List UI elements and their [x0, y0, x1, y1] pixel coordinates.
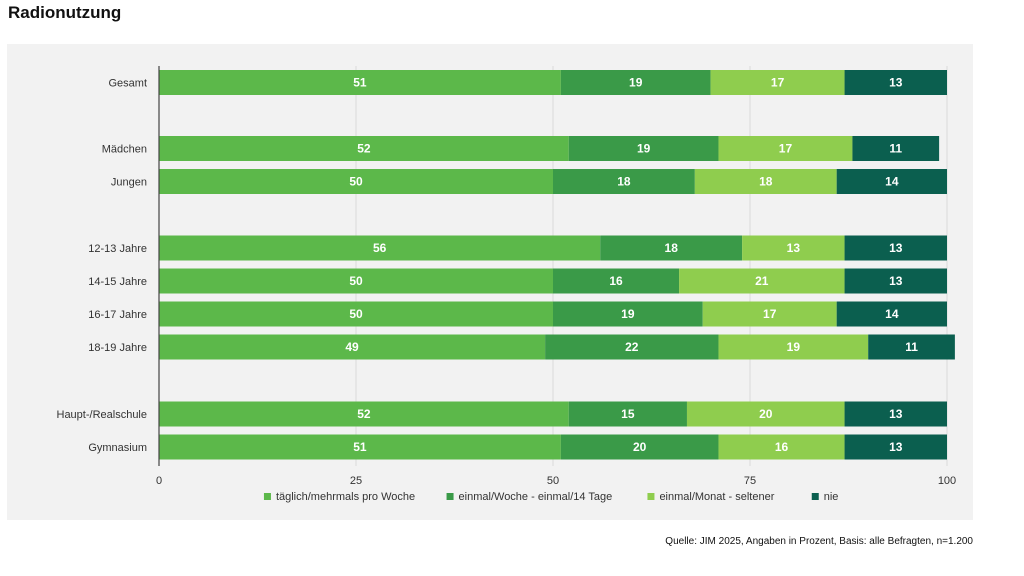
bar-value-label: 22 — [625, 340, 639, 354]
bar-6-2 — [718, 334, 869, 360]
bar-6-1 — [545, 334, 719, 360]
bar-0-0 — [159, 70, 561, 95]
bar-8-2 — [718, 434, 845, 460]
x-tick-label: 50 — [547, 475, 559, 487]
bar-value-label: 13 — [889, 241, 903, 255]
bar-1-3 — [852, 136, 940, 161]
bar-value-label: 19 — [637, 142, 651, 156]
bar-3-2 — [742, 235, 845, 261]
bar-value-label: 11 — [889, 142, 902, 156]
bar-2-0 — [159, 169, 553, 194]
bar-value-label: 18 — [759, 175, 773, 189]
chart-panel: 51 19 17 13 Gesamt 52 19 17 11 Mädchen 50 18 18 14 Jun… — [7, 44, 973, 520]
bar-0-2 — [710, 70, 845, 95]
bar-value-label: 14 — [885, 175, 899, 189]
bar-value-label: 13 — [889, 274, 903, 288]
bar-1-0 — [159, 136, 569, 161]
legend-label-1: einmal/Woche - einmal/14 Tage — [459, 491, 613, 503]
bar-7-3 — [844, 401, 947, 427]
bar-0-3 — [844, 70, 947, 95]
category-label: Mädchen — [102, 144, 147, 156]
legend-label-2: einmal/Monat - seltener — [659, 491, 774, 503]
legend-swatch-1 — [446, 493, 454, 500]
legend-label-3: nie — [824, 491, 839, 503]
bar-value-label: 19 — [621, 307, 635, 321]
bar-value-label: 19 — [787, 340, 801, 354]
bar-1-1 — [568, 136, 719, 161]
bar-value-label: 16 — [609, 274, 623, 288]
bar-5-3 — [836, 301, 947, 327]
bar-4-2 — [679, 268, 845, 294]
bar-8-3 — [844, 434, 947, 460]
bar-3-0 — [159, 235, 601, 261]
bar-2-1 — [553, 169, 695, 194]
bar-2-2 — [694, 169, 837, 194]
category-label: Gymnasium — [88, 442, 147, 454]
bar-2-3 — [836, 169, 947, 194]
legend-swatch-3 — [811, 493, 819, 500]
bar-value-label: 13 — [889, 440, 903, 454]
bar-value-label: 50 — [349, 274, 363, 288]
x-tick-label: 25 — [350, 475, 362, 487]
category-label: 14-15 Jahre — [88, 276, 147, 288]
bar-5-2 — [702, 301, 837, 327]
bar-6-0 — [159, 334, 546, 360]
bar-3-3 — [844, 235, 947, 261]
legend-swatch-2 — [647, 493, 655, 500]
category-label: 18-19 Jahre — [88, 342, 147, 354]
legend-label-0: täglich/mehrmals pro Woche — [276, 491, 415, 503]
bar-value-label: 51 — [353, 76, 367, 90]
bar-value-label: 17 — [763, 307, 777, 321]
bar-value-label: 52 — [357, 142, 371, 156]
bar-value-label: 18 — [617, 175, 631, 189]
category-label: Gesamt — [108, 78, 147, 90]
bar-value-label: 14 — [885, 307, 899, 321]
bar-value-label: 56 — [373, 241, 387, 255]
bar-8-0 — [159, 434, 561, 460]
bar-value-label: 15 — [621, 407, 635, 421]
bar-value-label: 13 — [889, 407, 903, 421]
bar-5-0 — [159, 301, 553, 327]
category-label: 12-13 Jahre — [88, 243, 147, 255]
bar-value-label: 49 — [345, 340, 359, 354]
bar-value-label: 51 — [353, 440, 367, 454]
bar-value-label: 13 — [787, 241, 801, 255]
bar-value-label: 52 — [357, 407, 371, 421]
bar-value-label: 16 — [775, 440, 789, 454]
bar-value-label: 50 — [349, 307, 363, 321]
bar-4-0 — [159, 268, 553, 294]
bar-value-label: 20 — [759, 407, 773, 421]
category-label: Haupt-/Realschule — [57, 409, 148, 421]
category-label: 16-17 Jahre — [88, 309, 147, 321]
bar-value-label: 11 — [905, 340, 918, 354]
bar-value-label: 18 — [665, 241, 679, 255]
bar-4-3 — [844, 268, 947, 294]
page-title: Radionutzung — [8, 3, 122, 22]
bar-7-1 — [568, 401, 687, 427]
bar-value-label: 17 — [771, 76, 785, 90]
source-note: Quelle: JIM 2025, Angaben in Prozent, Ba… — [665, 536, 973, 547]
radio-usage-chart: 51 19 17 13 Gesamt 52 19 17 11 Mädchen 50 18 18 14 Jun… — [57, 66, 956, 503]
bar-5-1 — [553, 301, 703, 327]
bar-value-label: 17 — [779, 142, 793, 156]
bar-7-2 — [686, 401, 845, 427]
legend-swatch-0 — [263, 493, 271, 500]
bar-1-2 — [718, 136, 853, 161]
bar-6-3 — [868, 334, 955, 360]
bar-7-0 — [159, 401, 569, 427]
x-tick-label: 100 — [938, 475, 956, 487]
bar-value-label: 21 — [755, 274, 769, 288]
bar-0-1 — [560, 70, 711, 95]
bar-4-1 — [553, 268, 680, 294]
x-tick-label: 75 — [744, 475, 756, 487]
bar-value-label: 13 — [889, 76, 903, 90]
bar-3-1 — [600, 235, 743, 261]
bar-value-label: 20 — [633, 440, 647, 454]
bar-value-label: 19 — [629, 76, 643, 90]
category-label: Jungen — [111, 177, 147, 189]
bar-8-1 — [560, 434, 719, 460]
bar-value-label: 50 — [349, 175, 363, 189]
x-tick-label: 0 — [156, 475, 162, 487]
